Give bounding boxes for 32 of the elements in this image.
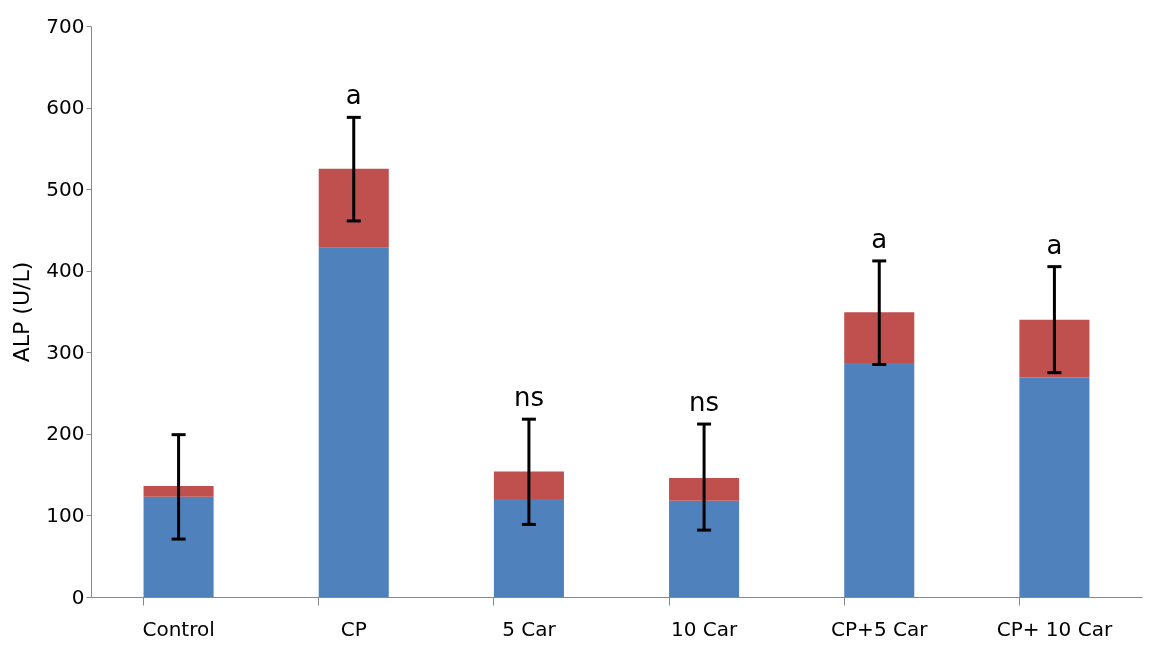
y-tick-label: 500 <box>46 176 85 201</box>
bar <box>493 499 564 597</box>
bar <box>1019 377 1090 597</box>
bar <box>669 500 740 597</box>
y-tick-label: 400 <box>46 258 85 283</box>
x-tick-label: Control <box>142 616 215 641</box>
bar <box>844 362 915 597</box>
annotation: ns <box>513 382 544 413</box>
annotation: a <box>345 80 362 111</box>
bar <box>669 477 740 501</box>
annotation: ns <box>689 387 720 418</box>
y-tick-label: 700 <box>46 13 85 38</box>
x-tick-label: 10 Car <box>670 616 738 641</box>
bar <box>318 247 389 597</box>
y-tick-label: 600 <box>46 95 85 120</box>
bar <box>844 312 915 363</box>
annotation: a <box>1046 229 1063 260</box>
y-tick-label: 200 <box>46 421 85 446</box>
bar <box>143 496 214 597</box>
x-tick-label: CP+ 10 Car <box>996 616 1113 641</box>
bar <box>493 471 564 500</box>
y-tick-label: 0 <box>71 584 85 609</box>
y-tick-label: 100 <box>46 502 85 527</box>
y-axis-title: ALP (U/L) <box>9 261 35 363</box>
bar <box>143 486 214 497</box>
x-tick-label: 5 Car <box>502 616 557 641</box>
bar <box>1019 319 1090 378</box>
bar <box>318 168 389 248</box>
x-tick-label: CP <box>340 616 367 641</box>
annotation: a <box>871 223 888 254</box>
y-tick-label: 300 <box>46 339 85 364</box>
x-tick-label: CP+5 Car <box>831 616 929 641</box>
